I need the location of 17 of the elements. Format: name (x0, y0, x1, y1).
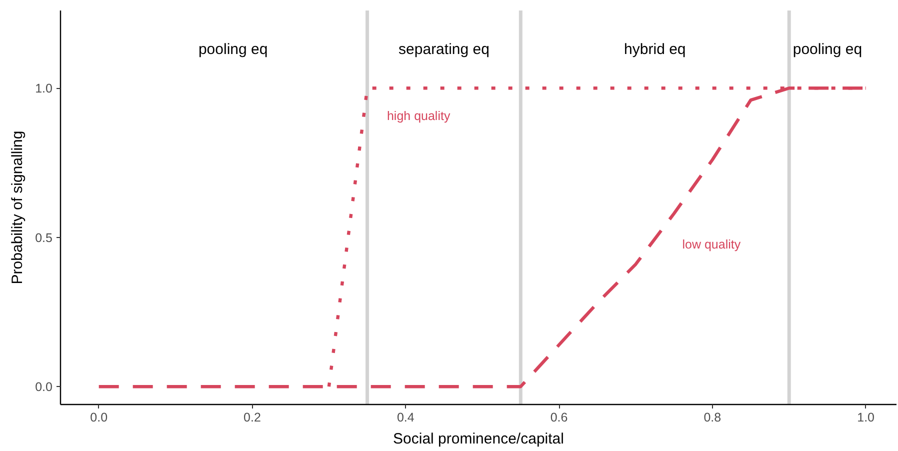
y-tick-label: 0.5 (35, 230, 53, 245)
annotation: low quality (682, 237, 742, 252)
y-tick-label: 0.0 (35, 380, 53, 394)
x-tick-label: 0.4 (396, 410, 414, 424)
annotation: high quality (386, 109, 451, 124)
y-axis-title: Probability of signalling (9, 130, 26, 284)
x-tick-label: 0.8 (704, 410, 722, 424)
x-tick-label: 0.2 (244, 410, 261, 424)
x-tick-label: 1.0 (857, 410, 875, 424)
x-tick-label: 0.0 (90, 410, 108, 424)
annotation: separating eq (398, 40, 490, 58)
annotation: hybrid eq (624, 40, 686, 58)
y-tick-label: 1.0 (35, 82, 53, 96)
annotation: pooling eq (198, 40, 268, 58)
x-axis-title: Social prominence/capital (393, 430, 564, 448)
annotation: pooling eq (792, 40, 862, 58)
x-tick-label: 0.6 (550, 410, 568, 424)
